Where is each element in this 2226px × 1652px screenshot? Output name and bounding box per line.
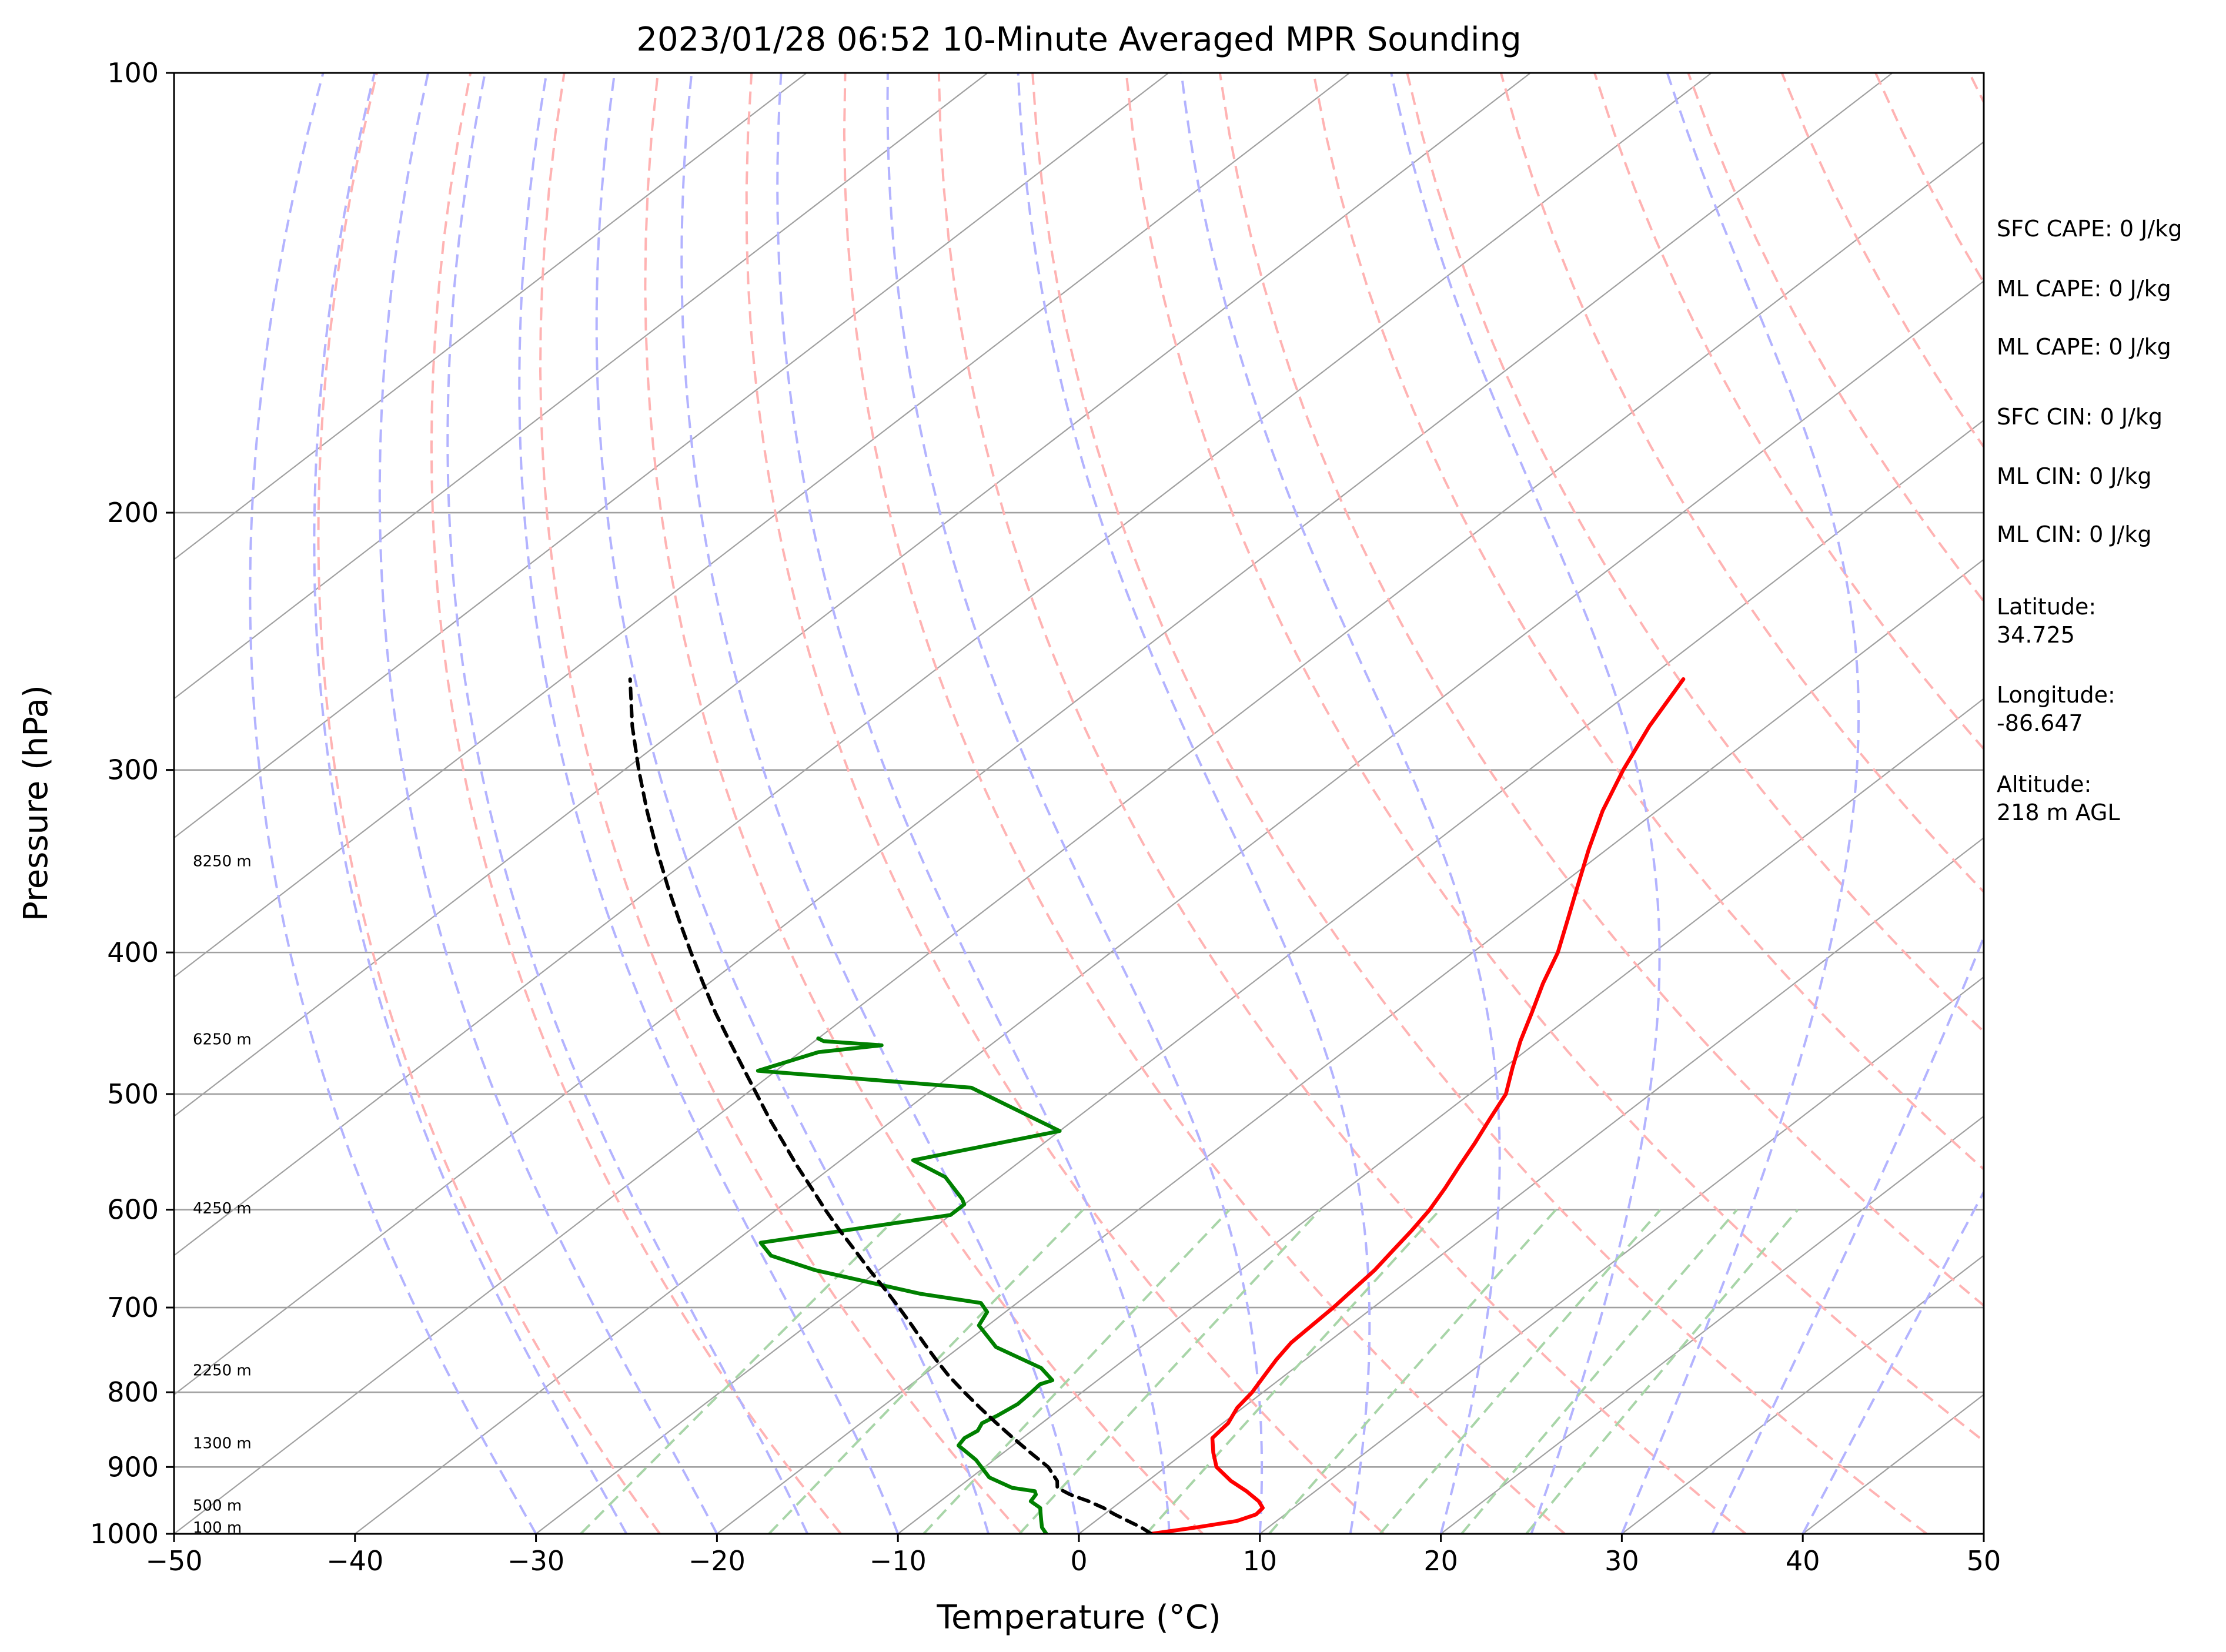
dry-adiabat-line (1125, 73, 1984, 1443)
mixing-ratio-line (1379, 1209, 1662, 1534)
moist-adiabat-line (595, 73, 990, 1534)
moist-adiabat-line (1017, 73, 1371, 1534)
isotherm-line (1078, 837, 1984, 1534)
moist-adiabat-line (313, 73, 628, 1534)
data-series (628, 677, 1686, 1534)
isotherm-line (1259, 976, 1984, 1534)
stat-annotation: Latitude: 34.725 (1997, 594, 2096, 648)
isotherm-line (174, 73, 988, 700)
height-label: 1300 m (193, 1435, 252, 1453)
isotherm-line (716, 559, 1984, 1534)
temperature-profile-line (1149, 677, 1686, 1534)
stat-annotation: Altitude: 218 m AGL (1997, 771, 2120, 825)
height-label: 4250 m (193, 1200, 252, 1218)
chart-title: 2023/01/28 06:52 10-Minute Averaged MPR … (636, 21, 1521, 59)
y-tick-label: 600 (107, 1194, 159, 1226)
isotherm-line (1621, 1255, 1984, 1534)
y-tick-label: 700 (107, 1292, 159, 1323)
x-tick-label: −50 (145, 1545, 202, 1577)
stat-annotation: ML CIN: 0 J/kg (1997, 521, 2151, 547)
x-tick-label: −10 (870, 1545, 927, 1577)
isotherm-line (897, 697, 1984, 1534)
dry-adiabat-line (1312, 73, 1984, 1171)
height-label: 8250 m (193, 853, 252, 871)
moist-adiabat-line (518, 73, 900, 1534)
dry-adiabat-line (937, 73, 1747, 1534)
background-grid (174, 73, 1984, 1534)
isotherm-line (174, 73, 807, 561)
dry-adiabat-line (644, 73, 1204, 1534)
y-tick-label: 900 (107, 1451, 159, 1483)
stat-annotation: ML CIN: 0 J/kg (1997, 463, 2151, 489)
y-tick-label: 300 (107, 754, 159, 786)
x-tick-label: 20 (1423, 1545, 1458, 1577)
mixing-ratio-line (1268, 1209, 1557, 1534)
mixing-ratio-line (923, 1209, 1231, 1534)
x-axis-label: Temperature (°C) (936, 1599, 1221, 1637)
y-tick-label: 200 (107, 497, 159, 529)
dry-adiabat-line (1218, 73, 1984, 1307)
dry-adiabat-line (1031, 73, 1928, 1534)
dry-adiabat-line (317, 73, 661, 1534)
dry-adiabat-line (430, 73, 842, 1534)
mixing-ratio-line (1145, 1209, 1441, 1534)
moist-adiabat-line (886, 73, 1264, 1534)
x-tick-label: 10 (1243, 1545, 1278, 1577)
dry-adiabat-line (745, 73, 1385, 1534)
moist-adiabat-line (1390, 73, 1661, 1534)
moist-adiabat-line (1620, 73, 1860, 1534)
x-tick-label: 40 (1786, 1545, 1820, 1577)
y-tick-label: 100 (107, 57, 159, 89)
y-axis-label: Pressure (hPa) (17, 685, 55, 921)
x-tick-label: 50 (1967, 1545, 2001, 1577)
dewpoint-profile-line (756, 1036, 1062, 1534)
x-tick-label: −20 (688, 1545, 746, 1577)
height-label: 6250 m (193, 1031, 252, 1048)
mixing-ratio-line (1018, 1209, 1322, 1534)
parcel-profile-line (628, 677, 1154, 1534)
stat-annotation: SFC CAPE: 0 J/kg (1997, 216, 2182, 242)
stat-annotation: ML CAPE: 0 J/kg (1997, 276, 2171, 302)
mixing-ratio-line (1460, 1209, 1738, 1534)
isotherm-line (1440, 1115, 1984, 1534)
moist-adiabat-line (249, 73, 537, 1534)
mixing-ratio-line (1525, 1209, 1799, 1534)
isotherm-line (174, 73, 1350, 978)
moist-adiabat-line (1180, 73, 1501, 1534)
stats-annotations: SFC CAPE: 0 J/kg ML CAPE: 0 J/kg ML CAPE: … (1997, 216, 2182, 825)
height-label: 2250 m (193, 1362, 252, 1380)
x-tick-label: −30 (507, 1545, 564, 1577)
isotherm-line (535, 419, 1984, 1534)
dry-adiabat-line (539, 73, 1023, 1534)
x-tick-label: 30 (1605, 1545, 1639, 1577)
moist-adiabat-line (446, 73, 809, 1534)
stat-annotation: ML CAPE: 0 J/kg (1997, 334, 2171, 360)
moist-adiabat-line (378, 73, 718, 1534)
isotherm-line (174, 73, 1712, 1256)
stat-annotation: SFC CIN: 0 J/kg (1997, 404, 2163, 430)
y-tick-label: 800 (107, 1376, 159, 1408)
x-tick-label: −40 (326, 1545, 383, 1577)
isotherm-line (355, 280, 1984, 1534)
x-axis-ticks: −50 −40 −30 −20 −10 0 10 20 30 40 50 (145, 1534, 2001, 1577)
isotherm-line (174, 73, 1169, 839)
stat-annotation: Longitude: -86.647 (1997, 682, 2115, 736)
dry-adiabat-line (1593, 73, 1984, 751)
x-tick-label: 0 (1070, 1545, 1087, 1577)
y-tick-label: 500 (107, 1078, 159, 1110)
y-tick-label: 1000 (90, 1518, 159, 1550)
y-axis-ticks: 100 200 300 400 500 600 700 800 900 1000 (90, 57, 174, 1550)
y-tick-label: 400 (107, 937, 159, 968)
isotherm-line (174, 73, 1531, 1118)
isotherm-line (174, 141, 1984, 1534)
moist-adiabat-line (776, 73, 1171, 1534)
isotherm-line (174, 73, 1893, 1396)
mixing-ratio-line (768, 1209, 1084, 1534)
height-label: 500 m (193, 1497, 242, 1514)
